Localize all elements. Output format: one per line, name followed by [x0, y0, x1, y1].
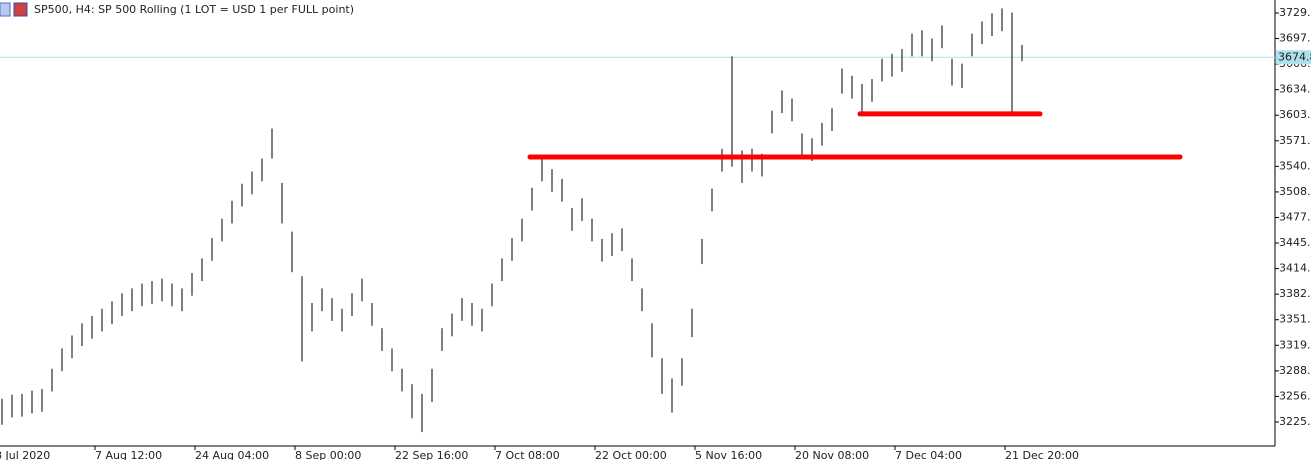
x-tick-label: 22 Sep 16:00 [395, 449, 468, 460]
y-tick-label: 3697.9 [1279, 32, 1311, 45]
y-tick-label: 3508.9 [1279, 185, 1311, 198]
x-tick-label: 21 Dec 20:00 [1005, 449, 1079, 460]
price-label-box [1276, 50, 1311, 65]
y-tick-label: 3351.4 [1279, 313, 1311, 326]
chart-title: SP500, H4: SP 500 Rolling (1 LOT = USD 1… [34, 3, 354, 16]
x-tick-label: 20 Nov 08:00 [795, 449, 869, 460]
y-tick-label: 3603.4 [1279, 108, 1311, 121]
y-tick-label: 3225.4 [1279, 415, 1311, 428]
x-tick-label: 5 Nov 16:00 [695, 449, 762, 460]
y-tick-label: 3571.9 [1279, 134, 1311, 147]
y-tick-label: 3634.9 [1279, 83, 1311, 96]
x-tick-label: 8 Sep 00:00 [295, 449, 361, 460]
y-tick-label: 3288.4 [1279, 364, 1311, 377]
x-tick-label: 7 Dec 04:00 [895, 449, 962, 460]
y-tick-label: 3477.4 [1279, 210, 1311, 223]
y-tick-label: 3540.4 [1279, 159, 1311, 172]
y-tick-label: 3729.4 [1279, 6, 1311, 19]
x-tick-label: 7 Aug 12:00 [95, 449, 162, 460]
y-tick-label: 3382.9 [1279, 287, 1311, 300]
y-tick-label: 3445.9 [1279, 236, 1311, 249]
x-tick-label: 24 Aug 04:00 [195, 449, 269, 460]
x-tick-label: 7 Oct 08:00 [495, 449, 560, 460]
y-tick-label: 3414.4 [1279, 262, 1311, 275]
price-label: 3674.8 [1278, 50, 1311, 63]
symbol-icon [0, 2, 28, 17]
y-tick-label: 3319.9 [1279, 338, 1311, 351]
x-tick-label: 22 Oct 00:00 [595, 449, 667, 460]
x-tick-label: 8 Jul 2020 [0, 449, 50, 460]
y-tick-label: 3256.9 [1279, 389, 1311, 402]
